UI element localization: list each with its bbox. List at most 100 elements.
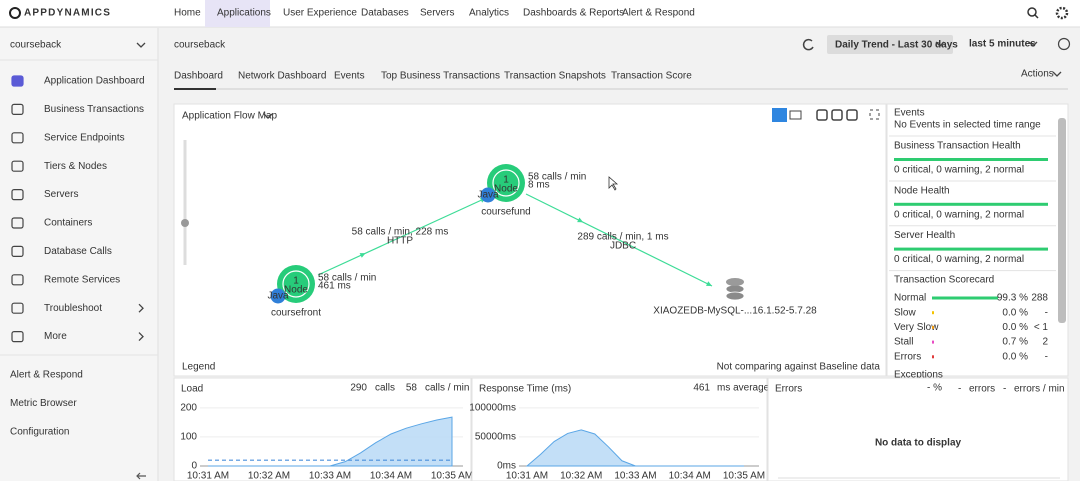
scorecard-label[interactable]: Errors — [894, 351, 921, 362]
zoom-knob[interactable] — [181, 219, 189, 227]
map-tool[interactable] — [831, 109, 843, 121]
sidebar-item[interactable]: Database Calls — [44, 246, 112, 257]
sidebar-item[interactable]: Remote Services — [44, 274, 120, 285]
nav-tab[interactable]: Home — [174, 8, 201, 19]
node-unit: Node — [284, 285, 308, 296]
flow-map-chevron — [263, 113, 273, 119]
fullscreen-icon[interactable] — [869, 109, 880, 120]
dashboard-tab[interactable]: Transaction Snapshots — [504, 71, 606, 82]
scorecard-label: Normal — [894, 293, 926, 304]
dashboard-tab[interactable]: Network Dashboard — [238, 71, 326, 82]
sidebar-item[interactable]: Servers — [44, 189, 78, 200]
sidebar-item[interactable]: Service Endpoints — [44, 132, 125, 143]
flow-arrow — [577, 217, 584, 223]
panel-heading[interactable]: Node Health — [894, 185, 950, 196]
sidebar-item[interactable]: More — [44, 331, 67, 342]
panel-heading[interactable]: Business Transaction Health — [894, 141, 1021, 152]
help-icon[interactable] — [1057, 37, 1071, 51]
panel-text: 0 critical, 0 warning, 2 normal — [894, 165, 1024, 176]
view-toggle-active[interactable] — [772, 108, 787, 122]
app-selector[interactable]: courseback — [10, 40, 62, 51]
agent-type: Java — [477, 190, 499, 201]
legend-link[interactable]: Legend — [182, 362, 215, 373]
health-bar — [894, 158, 1048, 161]
sidebar-item[interactable]: Business Transactions — [44, 104, 144, 115]
collapse-sidebar[interactable] — [136, 472, 146, 480]
search-icon[interactable] — [1027, 7, 1037, 17]
flow-map-title[interactable]: Application Flow Map — [182, 111, 277, 122]
scorecard-percent: 0.0 % — [1002, 307, 1028, 318]
sidebar-footer-item[interactable]: Alert & Respond — [10, 370, 83, 381]
nav-tab[interactable]: Dashboards & Reports — [523, 8, 624, 19]
node-time: 461 ms — [318, 281, 351, 292]
database-icon — [725, 291, 745, 301]
refresh-icon[interactable] — [802, 38, 814, 51]
time-range[interactable]: last 5 minutes — [969, 39, 1036, 50]
node-count: 1 — [503, 175, 509, 186]
sidebar-item[interactable]: Containers — [44, 218, 92, 229]
area-series — [525, 429, 744, 467]
app-selector-chevron — [136, 42, 146, 48]
sidebar-item[interactable]: Tiers & Nodes — [44, 161, 107, 172]
actions-menu[interactable]: Actions — [1021, 69, 1054, 80]
map-tool[interactable] — [846, 109, 858, 121]
nav-tab[interactable]: Alert & Respond — [622, 8, 695, 19]
tier-node-ring — [492, 169, 520, 197]
dashboard-tab[interactable]: Dashboard — [174, 71, 223, 82]
nav-tab[interactable]: Databases — [361, 8, 409, 19]
dashboard-tab[interactable]: Transaction Score — [611, 71, 692, 82]
dashboard-tab[interactable]: Events — [334, 71, 365, 82]
scorecard-bar — [932, 325, 934, 329]
scorecard-label[interactable]: Stall — [894, 337, 913, 348]
side-panel-scrollbar — [1058, 118, 1066, 323]
sidebar-item-chevron — [138, 332, 144, 342]
scorecard-count: < 1 — [1034, 322, 1049, 333]
panel-text: No Events in selected time range — [894, 120, 1041, 131]
scorecard-percent: 0.0 % — [1002, 322, 1028, 333]
sidebar-footer-item[interactable]: Metric Browser — [10, 398, 77, 409]
sidebar-item[interactable]: Application Dashboard — [44, 76, 145, 87]
panel-heading[interactable]: Transaction Scorecard — [894, 275, 994, 286]
errors-count: - — [958, 384, 961, 395]
edge-stats: 289 calls / min, 1 ms — [577, 232, 668, 243]
nav-tab[interactable]: Applications — [217, 8, 271, 19]
errors-percent: - % — [927, 383, 942, 394]
x-tick-label: 10:32 AM — [560, 471, 602, 481]
errors-rate-label: errors / min — [1014, 384, 1065, 395]
view-toggle-list[interactable] — [789, 110, 802, 120]
agent-type: Java — [267, 291, 289, 302]
agent-badge — [270, 288, 286, 304]
panel-heading[interactable]: Server Health — [894, 230, 955, 241]
chart-title: Response Time (ms) — [479, 384, 571, 395]
sidebar-item[interactable]: Troubleshoot — [44, 303, 102, 314]
panel-text: 0 critical, 0 warning, 2 normal — [894, 254, 1024, 265]
panel-text: 0 critical, 0 warning, 2 normal — [894, 209, 1024, 220]
actions-chevron — [1052, 71, 1062, 77]
sidebar-footer-item[interactable]: Configuration — [10, 427, 69, 438]
nav-tab[interactable]: Servers — [420, 8, 454, 19]
x-tick-label: 10:34 AM — [669, 471, 711, 481]
x-tick-label: 10:35 AM — [723, 471, 765, 481]
errors-rate: - — [1003, 384, 1006, 395]
panel-heading[interactable]: Events — [894, 108, 925, 119]
settings-icon[interactable] — [1055, 6, 1069, 20]
x-tick-label: 10:33 AM — [309, 471, 351, 481]
x-tick-label: 10:35 AM — [431, 471, 473, 481]
nav-tab[interactable]: User Experience — [283, 8, 357, 19]
scorecard-label[interactable]: Slow — [894, 307, 916, 318]
nav-tab[interactable]: Analytics — [469, 8, 509, 19]
dashboard-tab[interactable]: Top Business Transactions — [381, 71, 500, 82]
baseline-note[interactable]: Not comparing against Baseline data — [717, 362, 881, 373]
scorecard-label[interactable]: Very Slow — [894, 322, 939, 333]
sidebar-icon — [11, 132, 24, 144]
sidebar-icon — [11, 331, 24, 343]
trend-button[interactable] — [827, 35, 953, 54]
flow-edge — [525, 193, 713, 287]
panel-heading[interactable]: Exceptions — [894, 370, 943, 381]
node-calls: 58 calls / min — [318, 273, 376, 284]
map-tool[interactable] — [816, 109, 828, 121]
edge-stats: 58 calls / min, 228 ms — [352, 227, 449, 238]
flow-edge — [317, 197, 487, 276]
